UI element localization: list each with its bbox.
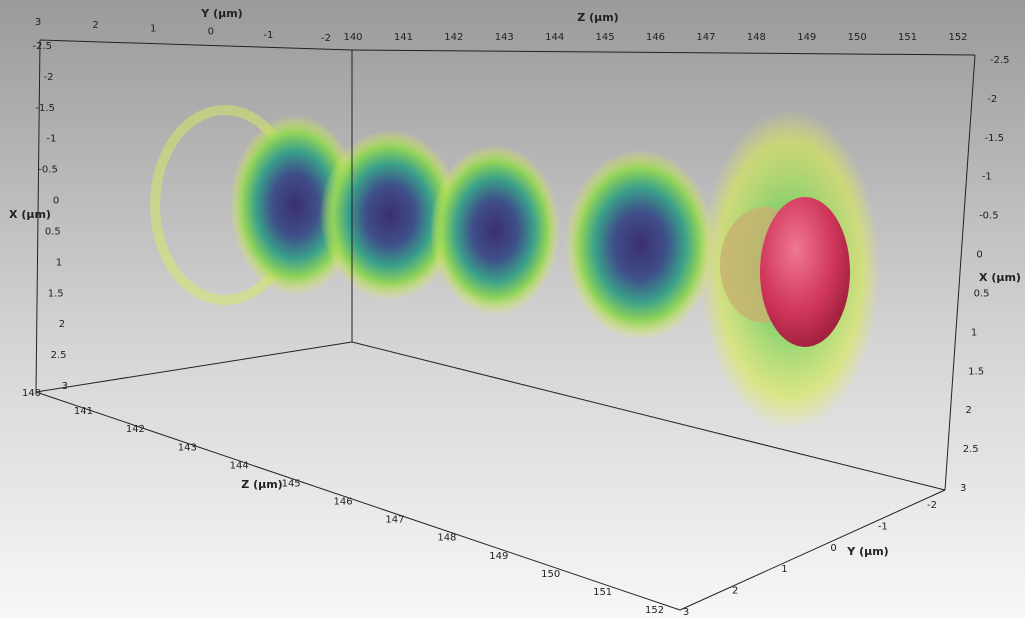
tick-label: 0.5 bbox=[974, 288, 990, 299]
tick-label: -1 bbox=[982, 172, 992, 183]
axis-label: Y (µm) bbox=[846, 545, 888, 558]
tick-label: 140 bbox=[343, 32, 362, 43]
tick-label: 0 bbox=[830, 543, 836, 554]
tick-label: 144 bbox=[545, 32, 564, 43]
tick-label: 142 bbox=[444, 32, 463, 43]
axis-label: Z (µm) bbox=[241, 478, 282, 491]
tick-label: -1.5 bbox=[35, 103, 55, 114]
tick-label: -0.5 bbox=[979, 211, 999, 222]
tick-label: 152 bbox=[645, 605, 664, 616]
tick-label: 150 bbox=[848, 32, 867, 43]
tick-label: 2.5 bbox=[963, 444, 979, 455]
tick-label: 147 bbox=[385, 515, 404, 526]
box-edges bbox=[35, 39, 976, 611]
tick-label: 140 bbox=[22, 388, 41, 399]
tick-label: 151 bbox=[898, 32, 917, 43]
tick-label: -2 bbox=[927, 500, 937, 511]
tick-label: 1 bbox=[971, 327, 977, 338]
tick-label: 149 bbox=[797, 32, 816, 43]
tick-label: 148 bbox=[747, 32, 766, 43]
tick-label: 2 bbox=[59, 319, 65, 330]
tick-label: 1 bbox=[150, 23, 156, 34]
tick-label: 145 bbox=[282, 478, 301, 489]
tick-label: 146 bbox=[334, 497, 353, 508]
tick-label: -1 bbox=[263, 30, 273, 41]
tick-label: -2 bbox=[321, 33, 331, 44]
tick-label: 2 bbox=[92, 20, 98, 31]
tick-label: 143 bbox=[178, 442, 197, 453]
tick-label: 3 bbox=[960, 483, 966, 494]
tick-label: 2 bbox=[965, 405, 971, 416]
axis-label: Y (µm) bbox=[200, 7, 242, 20]
tick-label: 142 bbox=[126, 424, 145, 435]
tick-label: 143 bbox=[495, 32, 514, 43]
tick-label: 0.5 bbox=[45, 226, 61, 237]
tick-label: 1 bbox=[781, 564, 787, 575]
tick-label: 146 bbox=[646, 32, 665, 43]
tick-label: -1 bbox=[46, 134, 56, 145]
tick-label: 150 bbox=[541, 569, 560, 580]
tick-label: -2.5 bbox=[990, 55, 1010, 66]
tick-label: 1 bbox=[56, 257, 62, 268]
tick-label: 152 bbox=[948, 32, 967, 43]
axis-label: Z (µm) bbox=[577, 11, 618, 24]
tick-label: -1 bbox=[878, 521, 888, 532]
tick-label: 1.5 bbox=[48, 288, 64, 299]
tick-label: 147 bbox=[696, 32, 715, 43]
volume bbox=[150, 105, 880, 430]
tick-label: 145 bbox=[596, 32, 615, 43]
tick-label: 0 bbox=[208, 27, 214, 38]
tick-label: -1.5 bbox=[985, 133, 1005, 144]
tick-label: 2 bbox=[732, 586, 738, 597]
tick-label: 0 bbox=[53, 196, 59, 207]
tick-label: -2.5 bbox=[32, 41, 52, 52]
tick-label: -2 bbox=[987, 94, 997, 105]
tick-label: -0.5 bbox=[38, 165, 58, 176]
tick-label: 144 bbox=[230, 460, 249, 471]
tick-label: 3 bbox=[35, 17, 41, 28]
tick-label: 0 bbox=[976, 250, 982, 261]
tick-label: -2 bbox=[43, 72, 53, 83]
tick-label: 3 bbox=[683, 607, 689, 618]
tick-label: 141 bbox=[394, 32, 413, 43]
tick-label: 3 bbox=[62, 381, 68, 392]
tick-label: 2.5 bbox=[51, 350, 67, 361]
axis-label: X (µm) bbox=[979, 271, 1021, 284]
axis-label: X (µm) bbox=[9, 208, 51, 221]
tick-label: 149 bbox=[489, 551, 508, 562]
tick-label: 1.5 bbox=[968, 366, 984, 377]
tick-label: 151 bbox=[593, 587, 612, 598]
tick-label: 148 bbox=[437, 533, 456, 544]
tick-label: 141 bbox=[74, 406, 93, 417]
